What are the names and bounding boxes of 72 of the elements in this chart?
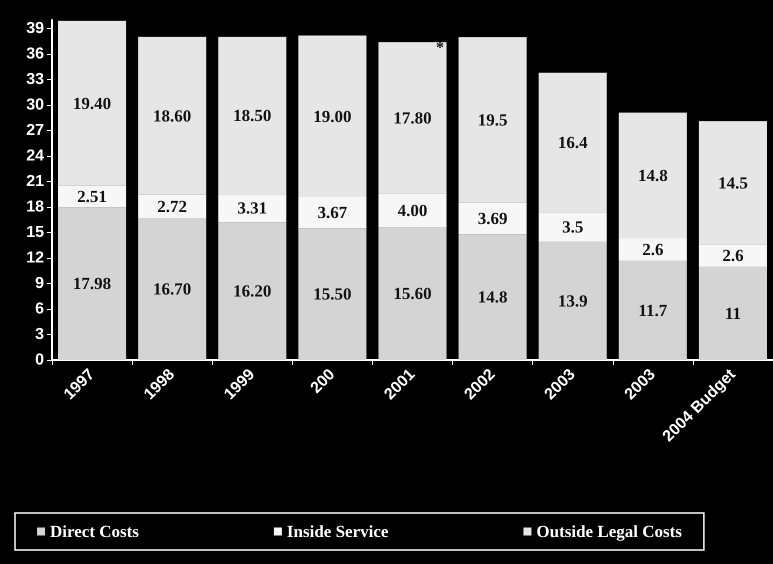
data-label: 17.98 xyxy=(72,274,112,294)
bar xyxy=(618,112,687,238)
bar xyxy=(378,42,447,194)
bar xyxy=(538,242,607,360)
bar xyxy=(618,238,687,261)
data-label: 4.00 xyxy=(398,200,428,220)
data-label: 19.40 xyxy=(72,94,112,113)
data-label: 2.6 xyxy=(642,240,664,259)
data-label: 3.67 xyxy=(318,203,348,222)
y-tick-label: 39 xyxy=(26,20,44,37)
data-label: 3.69 xyxy=(478,209,508,228)
y-tick-label: 18 xyxy=(26,198,44,216)
data-label: 16.4 xyxy=(558,132,588,152)
data-label: 18.50 xyxy=(233,106,272,126)
y-tick-label: 12 xyxy=(26,250,44,266)
x-tick-label: 200 xyxy=(308,366,338,397)
bar xyxy=(618,260,687,360)
bar xyxy=(218,36,286,194)
bar xyxy=(698,266,767,360)
y-tick-label: 21 xyxy=(26,173,44,190)
y-tick-label: 15 xyxy=(26,224,44,241)
y-tick-label: 27 xyxy=(26,122,44,139)
bar xyxy=(138,218,206,360)
bar xyxy=(298,36,366,198)
bar xyxy=(378,227,447,360)
data-label: 19.00 xyxy=(313,106,352,126)
data-label: 2.51 xyxy=(77,187,107,206)
bar xyxy=(698,244,767,266)
bar xyxy=(218,222,286,360)
data-label: 3.31 xyxy=(237,198,268,218)
data-label: 14.8 xyxy=(478,288,508,307)
data-label: 14.8 xyxy=(638,166,668,186)
y-tick-label: 36 xyxy=(26,46,44,62)
legend-label: Inside Service xyxy=(286,522,389,541)
y-tick-label: 30 xyxy=(26,96,44,114)
y-tick-label: 24 xyxy=(26,148,44,164)
legend-label: Direct Costs xyxy=(50,522,140,541)
bar xyxy=(298,228,366,360)
data-label: 11 xyxy=(724,304,741,323)
data-label: 3.5 xyxy=(562,217,584,236)
bar xyxy=(458,37,527,203)
y-tick-label: 3 xyxy=(35,326,44,343)
data-label: 15.50 xyxy=(313,284,352,304)
data-label: 15.60 xyxy=(393,284,432,304)
y-tick-label: 0 xyxy=(35,352,44,368)
annotation: * xyxy=(436,40,444,56)
bar xyxy=(458,234,527,360)
y-tick-label: 6 xyxy=(35,300,44,318)
data-label: 16.70 xyxy=(153,280,192,299)
data-label: 2.72 xyxy=(157,196,188,216)
bar xyxy=(538,212,607,242)
bar xyxy=(378,193,447,228)
bar xyxy=(218,194,286,222)
bar xyxy=(138,36,206,195)
bar xyxy=(58,207,126,360)
data-label: 14.5 xyxy=(718,173,748,192)
y-tick-label: 9 xyxy=(35,275,44,292)
data-label: 17.80 xyxy=(393,108,432,128)
y-tick-label: 33 xyxy=(26,71,44,88)
data-label: 18.60 xyxy=(153,106,192,126)
bar xyxy=(698,121,767,244)
data-label: 2.6 xyxy=(722,246,744,265)
data-label: 19.5 xyxy=(478,110,508,130)
bar xyxy=(58,20,126,186)
data-label: 13.9 xyxy=(558,291,588,310)
legend-label: Outside Legal Costs xyxy=(536,522,682,541)
bar xyxy=(538,72,607,212)
bar xyxy=(138,194,206,218)
data-label: 16.20 xyxy=(233,282,272,301)
data-label: 11.7 xyxy=(638,300,668,320)
bar xyxy=(298,197,366,228)
bar xyxy=(458,202,527,234)
